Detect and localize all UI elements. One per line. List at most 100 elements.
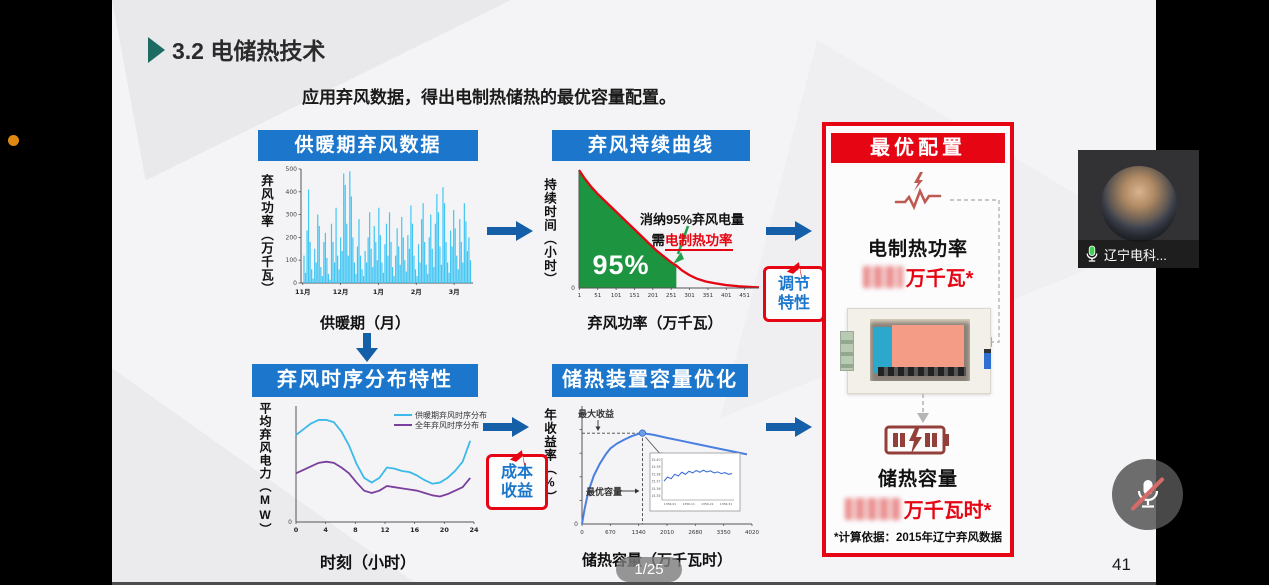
svg-text:151: 151 [629,293,640,299]
svg-text:15.39: 15.39 [651,465,660,469]
legend-label: 供暖期弃风时序分布 [415,410,487,420]
redacted-capacity-value [844,497,901,520]
flow-arrow-icon [487,221,533,241]
svg-text:0: 0 [574,521,578,528]
footnote: *计算依据：2015年辽宁弃风数据 [833,532,1003,544]
chart1-canvas: 0 100 200 300 400 500 11月 12月 1月 2月 3月 [286,166,473,296]
participant-name-bar: 辽宁电科... [1078,240,1199,268]
svg-text:4: 4 [323,526,328,534]
page-title: 3.2 电储热技术 [172,38,326,64]
optimal-header: 最优配置 [831,133,1005,163]
equipment-coil-base [878,367,966,376]
pointer-dot [8,135,19,146]
chart2-y-axis-label: 持续时间（小时） [542,178,556,286]
power-value-row: 万千瓦* [826,262,1010,291]
equipment-side-element [984,349,991,369]
chart2-annotation-prefix: 需 [651,233,666,248]
svg-text:1: 1 [578,293,582,299]
svg-text:101: 101 [611,293,622,299]
svg-text:8: 8 [353,526,358,534]
title-bullet-icon [148,37,165,63]
equipment-connectors [840,331,854,371]
redacted-power-value [862,265,903,288]
chart3-header: 弃风时序分布特性 [252,364,478,397]
power-unit: 万千瓦* [905,268,974,290]
capacity-value-row: 万千瓦时* [826,494,1010,523]
svg-text:351: 351 [703,293,714,299]
chart2-x-axis-label: 弃风功率（万千瓦） [587,315,723,332]
chart3-y-axis-label: 平均弃风电力（MW） [258,402,272,536]
svg-text:16: 16 [410,526,420,534]
svg-text:3月: 3月 [449,288,460,296]
participant-video-tile[interactable]: 辽宁电科... [1078,150,1199,268]
participant-avatar [1101,166,1177,242]
chart3-legend: 供暖期弃风时序分布 全年弃风时序分布 [394,410,487,430]
chart4-annotation-opt: 最优容量 [586,487,623,497]
slide-page-number: 41 [1112,555,1131,574]
flow-arrow-icon [766,417,812,437]
callout-cost-benefit: 成本 收益 [486,454,548,510]
legend-swatch [394,424,412,426]
svg-text:100: 100 [286,257,298,264]
chart2-annotation: 消纳95%弃风电量 需电制热功率 [602,209,782,251]
equipment-cyan-block [874,327,892,373]
legend-swatch [394,414,412,416]
svg-text:400: 400 [286,189,298,196]
svg-text:0: 0 [288,519,292,526]
flow-arrow-down-icon [356,333,378,362]
svg-text:51: 51 [594,293,601,299]
electric-heating-icon [894,172,942,211]
power-label: 电制热功率 [867,239,968,260]
chart2-header: 弃风持续曲线 [552,130,750,161]
chart3-x-axis-label: 时刻（小时） [319,555,416,572]
chart4-annotation-max: 最大收益 [578,409,615,419]
svg-text:15.38: 15.38 [651,472,660,476]
participant-name: 辽宁电科... [1104,247,1167,263]
slide-progress-indicator: 1/25 [616,557,682,582]
chart4-canvas: 00 670 1340 2010 2680 3350 4020 15.40 15.39 15.38… [574,406,759,536]
svg-text:2010: 2010 [660,530,674,536]
legend-label: 全年弃风时序分布 [415,420,479,430]
chart1-header: 供暖期弃风数据 [258,130,478,161]
chart1-x-axis-label: 供暖期（月） [319,315,410,332]
svg-text:20: 20 [440,526,450,534]
svg-text:15.40: 15.40 [651,458,660,462]
flow-arrow-icon [483,417,529,437]
svg-text:2月: 2月 [411,288,422,296]
svg-text:1356.01: 1356.01 [664,502,676,506]
svg-text:15.36: 15.36 [651,487,660,491]
thermal-storage-equipment-image [840,308,991,394]
callout-regulation: 调节 特性 [763,266,825,322]
svg-text:0: 0 [293,280,297,287]
chart2-annotation-line1: 消纳95%弃风电量 [639,212,745,227]
chart2-area-label: 95% [592,250,650,280]
optimal-configuration-panel: 最优配置 电制热功率 万千瓦* [822,122,1014,557]
chart4-header: 储热装置容量优化 [552,364,748,397]
svg-text:4020: 4020 [745,530,759,536]
legend-item: 供暖期弃风时序分布 [394,410,487,420]
svg-text:3350: 3350 [717,530,731,536]
svg-text:0: 0 [294,526,299,534]
slide-bottom-edge [112,582,1156,585]
svg-text:12: 12 [380,526,389,534]
svg-text:24: 24 [469,526,479,534]
svg-text:251: 251 [666,293,677,299]
svg-text:12月: 12月 [333,288,349,296]
svg-text:401: 401 [721,293,732,299]
svg-text:15.37: 15.37 [651,480,660,484]
flow-arrow-icon [766,221,812,241]
svg-text:201: 201 [648,293,659,299]
mute-microphone-button[interactable] [1112,459,1183,530]
capacity-label: 储热容量 [877,469,958,490]
chart1-y-axis-label: 弃风功率（万千瓦） [259,174,273,296]
svg-text:500: 500 [286,166,298,173]
callout-regulation-line2: 特性 [777,295,810,312]
storage-battery-icon [884,425,949,455]
svg-text:200: 200 [286,234,298,241]
svg-text:0: 0 [571,285,575,292]
svg-text:1356.11: 1356.11 [682,502,694,506]
svg-text:2680: 2680 [688,530,702,536]
svg-text:451: 451 [739,293,750,299]
svg-text:1356.31: 1356.31 [720,502,732,506]
